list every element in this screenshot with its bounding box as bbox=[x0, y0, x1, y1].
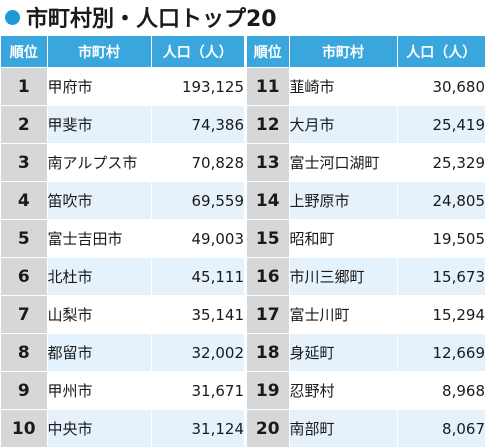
city-cell: 南アルプス市 bbox=[47, 144, 151, 182]
city-cell: 市川三郷町 bbox=[289, 258, 397, 296]
population-cell: 19,505 bbox=[397, 220, 485, 258]
rank-cell: 8 bbox=[1, 334, 47, 372]
rank-cell: 1 bbox=[1, 68, 47, 106]
header-city: 市町村 bbox=[289, 36, 397, 68]
rank-cell: 10 bbox=[1, 410, 47, 447]
header-row: 順位 市町村 人口（人） bbox=[247, 36, 485, 68]
population-cell: 35,141 bbox=[151, 296, 244, 334]
city-cell: 身延町 bbox=[289, 334, 397, 372]
population-cell: 69,559 bbox=[151, 182, 244, 220]
city-cell: 昭和町 bbox=[289, 220, 397, 258]
city-cell: 甲斐市 bbox=[47, 106, 151, 144]
city-cell: 笛吹市 bbox=[47, 182, 151, 220]
header-population: 人口（人） bbox=[397, 36, 485, 68]
city-cell: 山梨市 bbox=[47, 296, 151, 334]
bullet-circle-icon bbox=[5, 10, 20, 25]
city-cell: 大月市 bbox=[289, 106, 397, 144]
city-cell: 甲州市 bbox=[47, 372, 151, 410]
header-rank: 順位 bbox=[247, 36, 289, 68]
city-cell: 南部町 bbox=[289, 410, 397, 447]
rank-cell: 2 bbox=[1, 106, 47, 144]
city-cell: 北杜市 bbox=[47, 258, 151, 296]
rank-cell: 6 bbox=[1, 258, 47, 296]
city-cell: 富士河口湖町 bbox=[289, 144, 397, 182]
header-city: 市町村 bbox=[47, 36, 151, 68]
title-bar: 市町村別・人口トップ20 bbox=[0, 0, 486, 34]
population-cell: 8,968 bbox=[397, 372, 485, 410]
population-cell: 30,680 bbox=[397, 68, 485, 106]
city-cell: 富士吉田市 bbox=[47, 220, 151, 258]
population-cell: 31,124 bbox=[151, 410, 244, 447]
population-cell: 49,003 bbox=[151, 220, 244, 258]
rank-cell: 5 bbox=[1, 220, 47, 258]
population-cell: 31,671 bbox=[151, 372, 244, 410]
city-cell: 上野原市 bbox=[289, 182, 397, 220]
population-cell: 193,125 bbox=[151, 68, 244, 106]
rank-cell: 4 bbox=[1, 182, 47, 220]
header-rank: 順位 bbox=[1, 36, 47, 68]
population-cell: 70,828 bbox=[151, 144, 244, 182]
rank-cell: 19 bbox=[247, 372, 289, 410]
city-cell: 忍野村 bbox=[289, 372, 397, 410]
population-cell: 45,111 bbox=[151, 258, 244, 296]
city-cell: 中央市 bbox=[47, 410, 151, 447]
rank-cell: 9 bbox=[1, 372, 47, 410]
rank-cell: 14 bbox=[247, 182, 289, 220]
city-cell: 韮崎市 bbox=[289, 68, 397, 106]
city-cell: 富士川町 bbox=[289, 296, 397, 334]
population-cell: 25,419 bbox=[397, 106, 485, 144]
rank-cell: 13 bbox=[247, 144, 289, 182]
rank-cell: 7 bbox=[1, 296, 47, 334]
rank-cell: 16 bbox=[247, 258, 289, 296]
rank-cell: 11 bbox=[247, 68, 289, 106]
population-cell: 12,669 bbox=[397, 334, 485, 372]
population-cell: 25,329 bbox=[397, 144, 485, 182]
rank-cell: 18 bbox=[247, 334, 289, 372]
population-cell: 24,805 bbox=[397, 182, 485, 220]
rank-cell: 12 bbox=[247, 106, 289, 144]
city-cell: 都留市 bbox=[47, 334, 151, 372]
page-title: 市町村別・人口トップ20 bbox=[26, 1, 277, 33]
rank-cell: 3 bbox=[1, 144, 47, 182]
population-cell: 15,673 bbox=[397, 258, 485, 296]
rank-cell: 15 bbox=[247, 220, 289, 258]
population-cell: 74,386 bbox=[151, 106, 244, 144]
header-row: 順位 市町村 人口（人） bbox=[1, 36, 244, 68]
rank-cell: 17 bbox=[247, 296, 289, 334]
population-cell: 32,002 bbox=[151, 334, 244, 372]
city-cell: 甲府市 bbox=[47, 68, 151, 106]
population-cell: 15,294 bbox=[397, 296, 485, 334]
rank-cell: 20 bbox=[247, 410, 289, 447]
population-cell: 8,067 bbox=[397, 410, 485, 447]
header-population: 人口（人） bbox=[151, 36, 244, 68]
